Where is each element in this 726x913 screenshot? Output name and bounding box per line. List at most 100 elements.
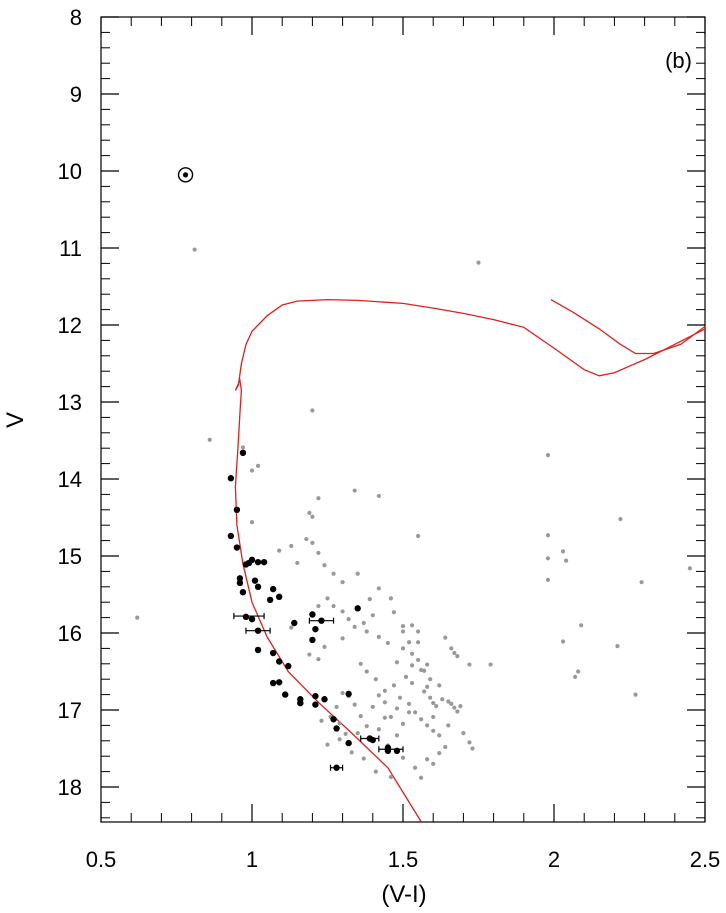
member-star-point-10 [236, 575, 244, 582]
field-star-point-148 [400, 646, 406, 651]
member-star-point-25 [269, 679, 277, 687]
field-star-point-5 [310, 408, 315, 413]
x-tick-label: 0.5 [86, 847, 117, 872]
field-star-point-38 [340, 580, 345, 585]
x-tick-label: 1.5 [388, 847, 419, 872]
y-tick-label: 15 [58, 544, 82, 569]
member-star-point-29 [297, 699, 304, 707]
field-star-point-132 [431, 714, 436, 720]
field-star-point-59 [458, 704, 463, 709]
field-star-point-126 [340, 609, 345, 614]
field-star-point-12 [352, 488, 357, 493]
field-star-point-6 [255, 463, 261, 469]
field-star-point-101 [358, 714, 363, 719]
field-star-point-52 [428, 677, 433, 682]
field-star-point-145 [403, 674, 409, 679]
plot-frame [100, 16, 706, 823]
field-star-point-30 [277, 548, 282, 553]
field-star-point-104 [340, 690, 345, 696]
y-tick-label: 12 [58, 313, 82, 338]
field-star-point-121 [340, 636, 345, 641]
field-star-point-93 [425, 757, 430, 762]
y-tick-labels: 8 9 10 11 12 13 14 15 16 17 18 [58, 5, 82, 800]
field-star-point-18 [545, 577, 551, 582]
field-star-point-42 [388, 596, 394, 601]
x-tick-label: 2 [548, 847, 560, 872]
field-star-point-51 [425, 662, 430, 667]
member-star-point-38 [369, 736, 376, 744]
y-tick-label: 8 [70, 5, 82, 30]
x-tick-label: 1 [246, 847, 258, 872]
field-star-point-19 [618, 516, 623, 522]
field-star-point-64 [452, 650, 457, 656]
field-star-point-40 [367, 597, 372, 602]
member-star-point-2 [233, 506, 241, 513]
field-star-point-113 [325, 742, 330, 747]
field-star-point-135 [422, 689, 427, 694]
member-star-point-19 [248, 615, 256, 623]
field-star-point-2 [135, 615, 140, 620]
field-star-point-85 [431, 728, 436, 733]
field-star-point-58 [455, 709, 460, 714]
field-star-point-62 [470, 746, 475, 751]
field-star-point-22 [639, 580, 644, 585]
field-star-point-29 [633, 692, 638, 697]
field-star-point-9 [307, 510, 312, 515]
field-star-point-134 [425, 684, 430, 690]
field-star-point-97 [406, 710, 412, 715]
member-star-point-12 [251, 577, 259, 584]
field-star-point-125 [346, 617, 351, 622]
field-star-point-144 [409, 680, 415, 686]
field-star-point-47 [416, 640, 421, 645]
field-star-point-124 [352, 624, 357, 629]
member-star-point-36 [345, 739, 352, 747]
member-star-point-32 [312, 701, 319, 708]
field-star-point-15 [545, 453, 551, 458]
field-star-point-83 [419, 717, 424, 722]
field-star-point-98 [382, 715, 387, 720]
field-star-point-43 [400, 623, 406, 629]
field-star-point-79 [391, 683, 397, 688]
field-star-point-122 [370, 613, 375, 618]
field-star-point-31 [289, 543, 294, 549]
field-star-point-36 [322, 563, 327, 568]
member-star-point-14 [254, 583, 262, 590]
field-star-point-70 [416, 629, 421, 634]
member-star-point-21 [254, 646, 262, 654]
y-tick-label: 11 [59, 236, 82, 261]
field-star-point-129 [316, 603, 321, 609]
field-star-point-61 [467, 740, 472, 745]
field-star-point-120 [322, 644, 327, 649]
panel-label: (b) [665, 48, 692, 73]
field-star-point-112 [319, 718, 324, 723]
axis-ticks [100, 16, 706, 822]
member-star-point-26 [275, 679, 283, 686]
field-star-point-17 [545, 556, 551, 561]
field-star-point-80 [397, 695, 403, 700]
field-star-point-48 [416, 657, 421, 663]
field-star-point-131 [289, 625, 294, 630]
field-star-point-57 [452, 705, 457, 710]
member-star-point-34 [330, 716, 337, 723]
field-star-point-147 [394, 660, 400, 665]
field-star-point-119 [307, 652, 312, 657]
isochrone-curve-0 [234, 298, 706, 822]
field-star-point-86 [437, 733, 442, 738]
member-star-point-3 [227, 532, 235, 540]
field-star-point-54 [437, 683, 442, 688]
field-star-point-128 [325, 596, 330, 601]
field-star-point-41 [376, 586, 381, 591]
field-star-point-100 [364, 724, 369, 729]
field-star-point-107 [337, 720, 342, 726]
x-axis-title: (V-I) [381, 881, 426, 908]
field-star-point-137 [440, 697, 445, 702]
field-star-point-99 [376, 727, 381, 732]
field-star-point-84 [425, 723, 430, 728]
member-star-point-17 [266, 596, 274, 604]
y-axis-title: V [2, 412, 29, 428]
y-tick-label: 18 [58, 775, 82, 800]
field-star-point-110 [337, 737, 342, 742]
field-star-point-139 [394, 706, 400, 711]
member-star-point-35 [333, 725, 340, 732]
